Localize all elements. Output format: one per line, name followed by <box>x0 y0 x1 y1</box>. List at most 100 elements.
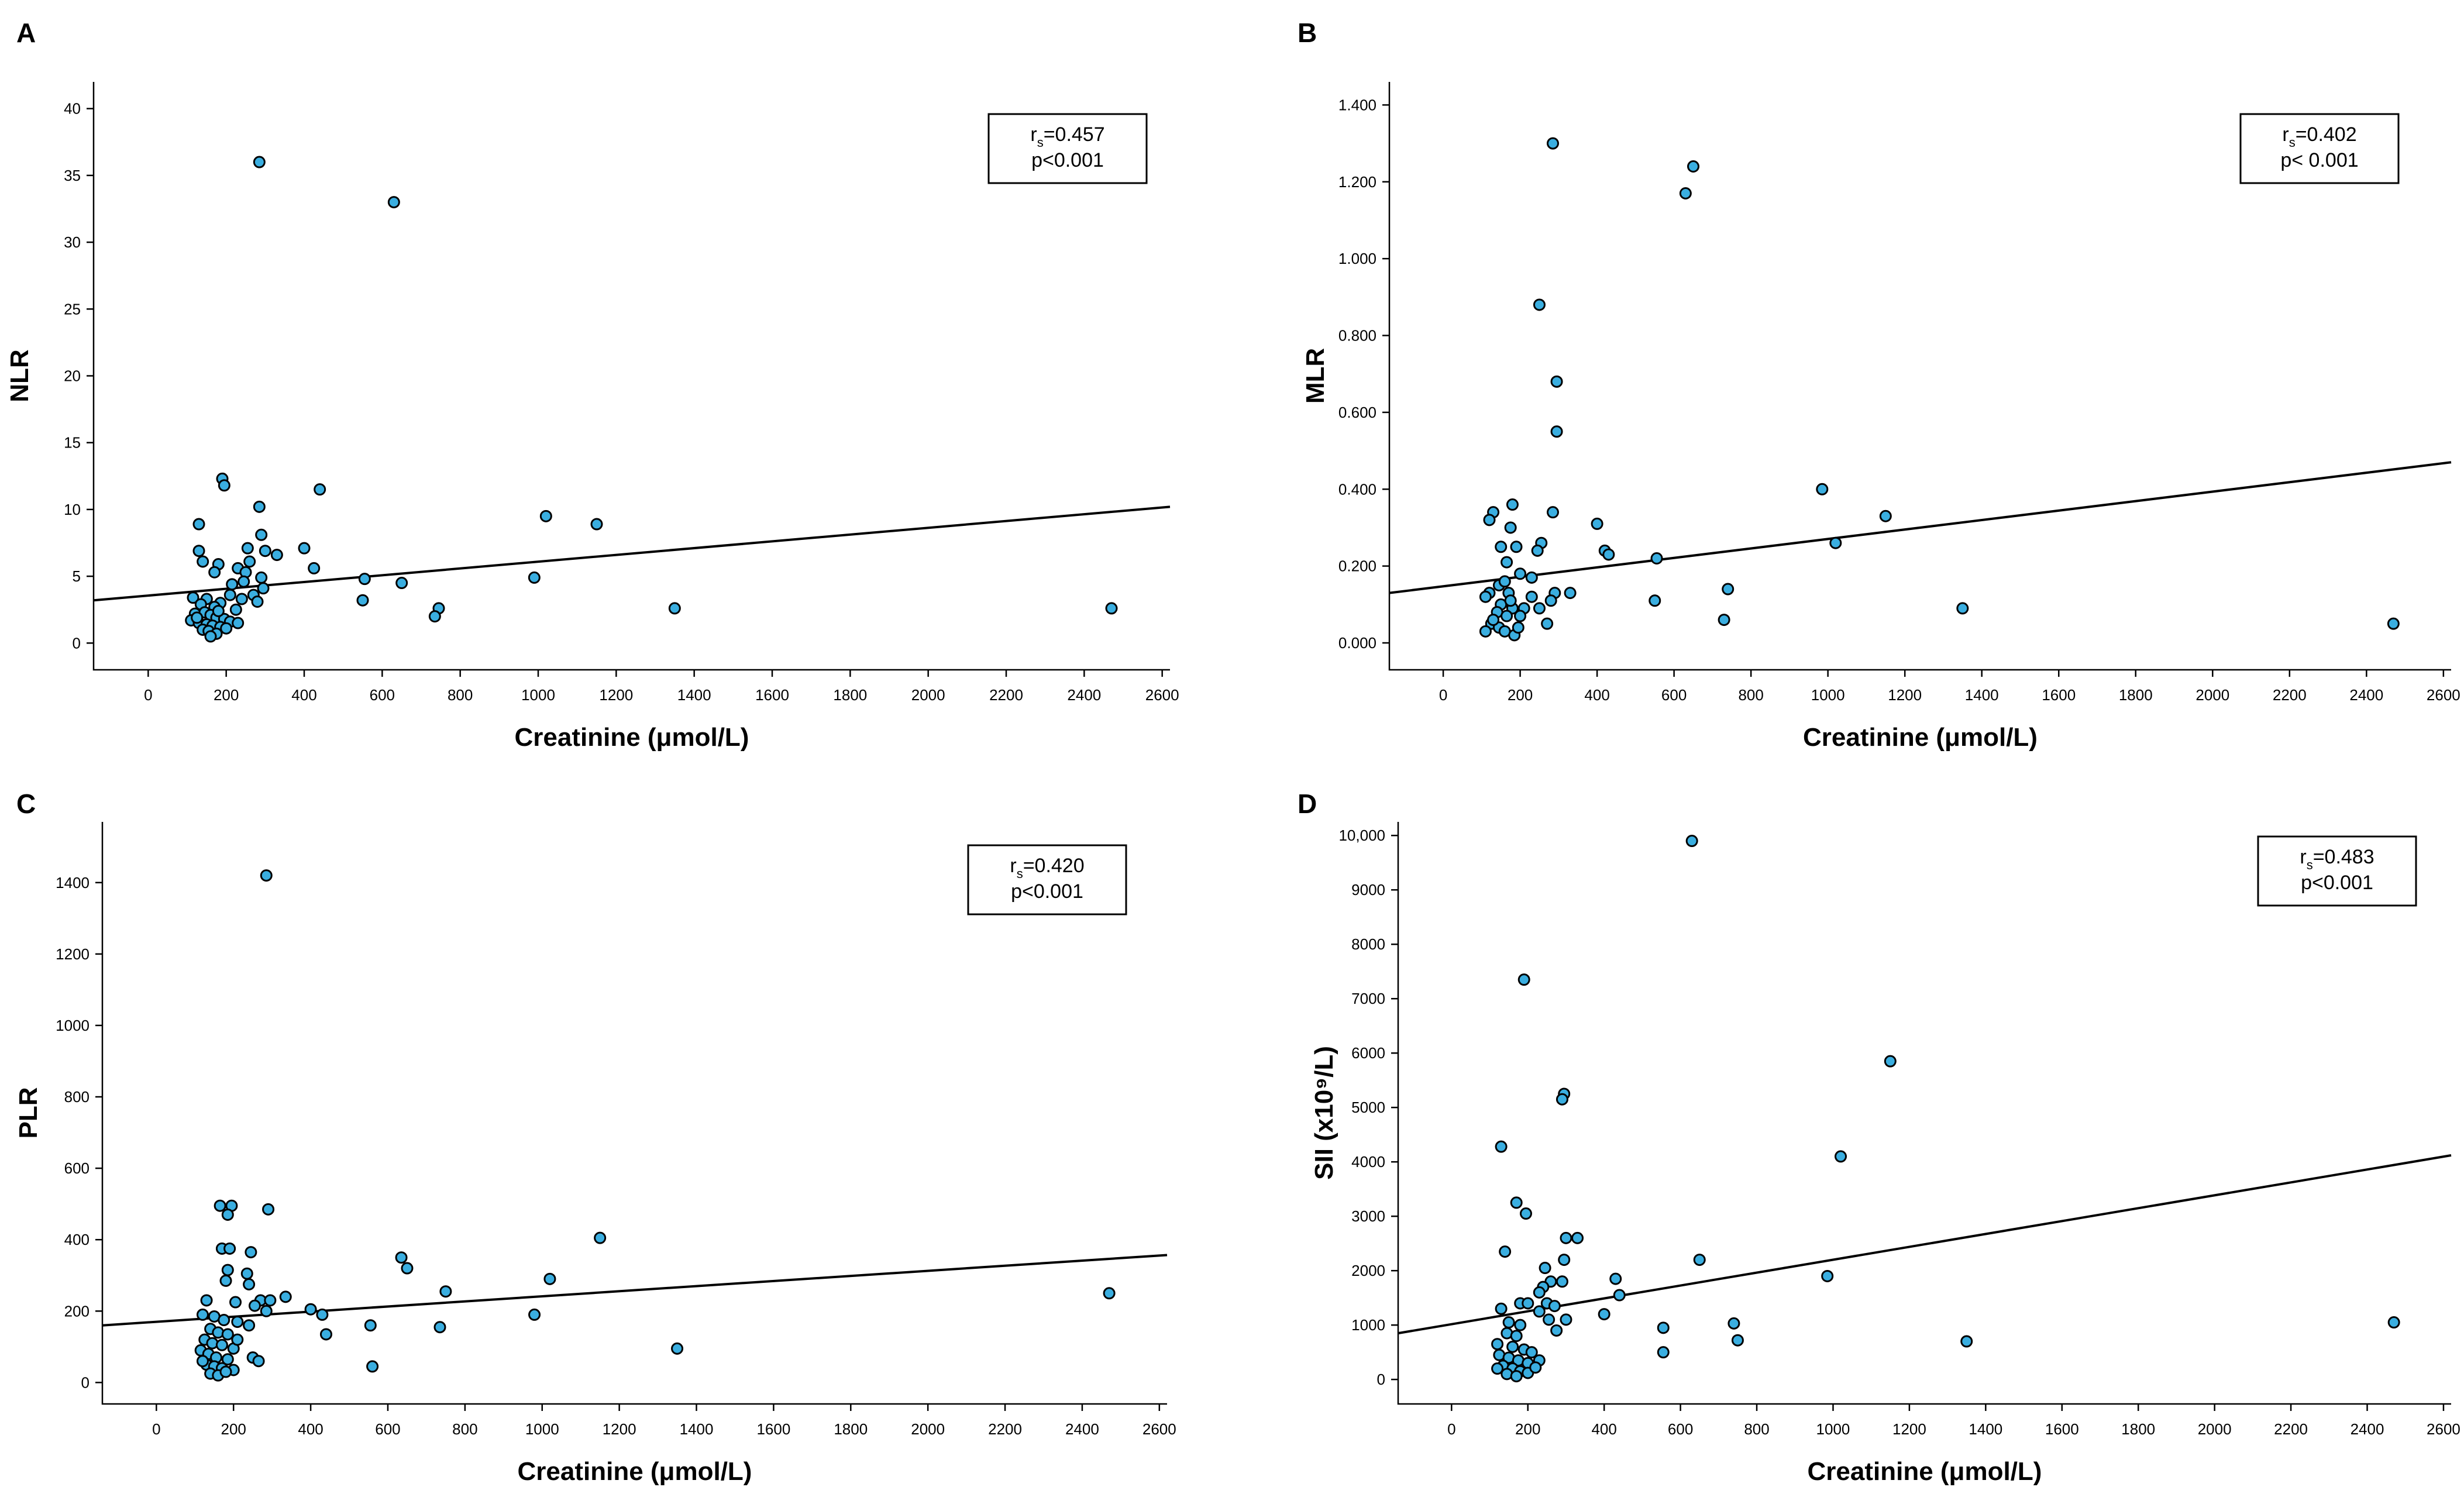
data-point <box>1609 1272 1622 1285</box>
y-tick-label: 40 <box>64 100 81 118</box>
data-point <box>671 1342 684 1355</box>
data-point <box>1514 1319 1527 1331</box>
data-point <box>1512 621 1524 634</box>
data-point <box>1546 137 1559 150</box>
data-point <box>1510 1330 1523 1343</box>
x-tick-label: 1400 <box>677 686 711 704</box>
axis-lines <box>92 82 1170 671</box>
data-point <box>270 549 283 562</box>
data-point <box>221 1208 234 1221</box>
data-point <box>1550 375 1563 388</box>
x-tick-label: 1400 <box>1965 686 1999 704</box>
y-tick-label: 8000 <box>1351 935 1385 953</box>
panel-letter: D <box>1298 789 1317 819</box>
y-tick-label: 6000 <box>1351 1044 1385 1062</box>
data-point <box>219 1274 232 1287</box>
r-subscript: s <box>1037 135 1044 150</box>
data-point <box>191 611 204 624</box>
x-tick-label: 2200 <box>988 1420 1022 1438</box>
data-point <box>1687 160 1700 173</box>
x-tick-label: 2000 <box>2198 1420 2232 1438</box>
data-point <box>229 603 242 616</box>
data-point <box>1495 1140 1508 1153</box>
r-subscript: s <box>1017 866 1023 881</box>
x-tick-label: 2200 <box>2274 1420 2308 1438</box>
data-point <box>590 518 603 531</box>
data-point <box>1533 298 1546 311</box>
data-point <box>1517 973 1530 986</box>
data-point <box>539 510 552 522</box>
data-point <box>1556 1275 1568 1288</box>
stats-box-frame <box>2239 113 2400 184</box>
data-point <box>196 1308 209 1321</box>
x-tick-label: 1400 <box>680 1420 714 1438</box>
data-point <box>243 1319 256 1332</box>
y-tick-label: 30 <box>64 233 81 251</box>
x-tick-label: 1200 <box>1892 1420 1926 1438</box>
stats-box-frame <box>987 113 1148 184</box>
data-point <box>1491 1362 1504 1375</box>
y-tick-label: 20 <box>64 367 81 385</box>
y-axis-title: NLR <box>5 349 34 402</box>
y-tick-label: 1.400 <box>1338 96 1376 113</box>
y-tick-label: 0.400 <box>1338 480 1376 498</box>
data-point <box>395 1251 408 1264</box>
data-point <box>1510 1196 1523 1209</box>
x-tick-label: 0 <box>1439 686 1447 704</box>
y-tick-label: 600 <box>64 1159 90 1177</box>
data-point <box>528 571 541 584</box>
data-point <box>279 1290 292 1303</box>
r-subscript: s <box>2289 135 2296 150</box>
x-tick-label: 1200 <box>1888 686 1922 704</box>
y-tick-label: 3000 <box>1351 1207 1385 1225</box>
x-tick-label: 1200 <box>599 686 633 704</box>
y-tick-label: 0 <box>73 634 81 652</box>
data-point <box>1533 1305 1546 1318</box>
x-axis-title: Creatinine (μmol/L) <box>1808 1457 2042 1486</box>
stats-box-frame <box>2257 835 2417 907</box>
data-point <box>1960 1335 1973 1348</box>
data-point <box>259 545 271 557</box>
x-tick-label: 1600 <box>2042 686 2076 704</box>
x-tick-label: 1800 <box>2121 1420 2155 1438</box>
data-point <box>395 577 408 590</box>
panel-b: B 0 200 400 600 800 1000 1200 1400 1600 1800 2000 22… <box>1298 18 2460 752</box>
data-point <box>1591 517 1603 530</box>
data-point <box>1504 594 1517 607</box>
data-point <box>1613 1289 1626 1302</box>
data-point <box>215 1338 228 1351</box>
data-point <box>240 1267 253 1280</box>
data-point <box>192 545 205 557</box>
regression-line <box>93 505 1171 602</box>
data-point <box>439 1285 452 1298</box>
x-tick-label: 1000 <box>525 1420 559 1438</box>
y-tick-label: 4000 <box>1351 1153 1385 1171</box>
y-tick-label: 25 <box>64 300 81 318</box>
data-point <box>255 571 268 584</box>
axis-lines <box>101 822 1167 1405</box>
data-point <box>1491 1338 1504 1351</box>
data-point <box>251 596 264 608</box>
data-point <box>252 1355 265 1368</box>
y-tick-label: 7000 <box>1351 990 1385 1007</box>
data-point <box>245 1246 257 1259</box>
x-tick-label: 400 <box>298 1420 323 1438</box>
data-point <box>204 630 217 643</box>
data-point <box>1835 1150 1847 1163</box>
x-tick-label: 200 <box>1515 1420 1540 1438</box>
data-point <box>387 196 400 209</box>
x-tick-label: 1800 <box>2119 686 2153 704</box>
x-tick-label: 0 <box>144 686 152 704</box>
data-point <box>206 1337 219 1350</box>
y-tick-label: 1000 <box>56 1017 90 1034</box>
r-symbol: r <box>2282 123 2289 146</box>
x-axis-title: Creatinine (μmol/L) <box>518 1457 752 1486</box>
data-point <box>1479 625 1492 638</box>
x-tick-label: 2000 <box>911 686 945 704</box>
x-tick-label: 1800 <box>834 1420 868 1438</box>
x-tick-label: 1400 <box>1969 1420 2002 1438</box>
data-point <box>1560 1313 1572 1326</box>
data-point <box>200 1294 213 1307</box>
r-symbol: r <box>2300 846 2306 868</box>
data-point <box>1564 587 1577 600</box>
